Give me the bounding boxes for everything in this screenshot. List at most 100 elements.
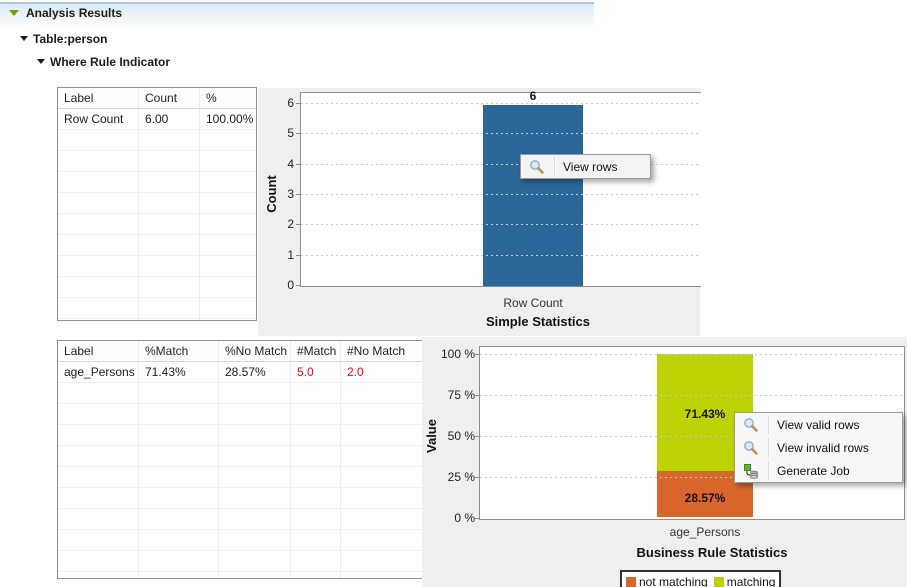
- table-empty-row: [58, 488, 423, 509]
- table-empty-row: [58, 298, 256, 319]
- column-header: %No Match: [219, 341, 291, 362]
- table-cell: [200, 214, 256, 235]
- table-cell: [341, 467, 423, 488]
- y-tick-mark: [296, 224, 300, 226]
- table-cell: [58, 277, 139, 298]
- table-empty-row: [58, 530, 423, 551]
- y-tick-mark: [296, 285, 300, 286]
- table-row[interactable]: Row Count 6.00 100.00%: [58, 109, 256, 130]
- table-cell: [291, 551, 341, 572]
- table-empty-row: [58, 509, 423, 530]
- table-cell: [341, 509, 423, 530]
- menu-item-generate-job[interactable]: Generate Job: [735, 459, 902, 482]
- menu-item-view-valid-rows[interactable]: View valid rows: [735, 413, 902, 436]
- table-row[interactable]: age_Persons 71.43% 28.57% 5.0 2.0: [58, 362, 423, 383]
- gridline: [480, 436, 904, 437]
- table-cell: [58, 172, 139, 193]
- table-empty-row: [58, 172, 256, 193]
- y-tick-mark: [296, 133, 300, 135]
- table-cell: [219, 467, 291, 488]
- gridline: [480, 477, 904, 478]
- menu-item-label: View valid rows: [777, 417, 860, 432]
- table-cell: [219, 509, 291, 530]
- table-empty-row: [58, 256, 256, 277]
- menu-separator: [554, 157, 556, 176]
- column-header: #No Match: [341, 341, 423, 362]
- gridline: [301, 224, 701, 226]
- table-cell: [139, 172, 200, 193]
- x-category-label: Row Count: [503, 296, 563, 310]
- tree-item-where-rule-indicator[interactable]: Where Rule Indicator: [50, 55, 171, 69]
- segment-label-not-matching: 28.57%: [684, 491, 726, 505]
- menu-item-view-invalid-rows[interactable]: View invalid rows: [735, 436, 902, 459]
- y-tick-label: 6: [287, 96, 294, 111]
- table-cell: [139, 256, 200, 277]
- table-header-row: Label Count%: [58, 88, 256, 109]
- generate-job-icon: [735, 463, 767, 479]
- magnifier-icon: [521, 159, 553, 175]
- gridline: [301, 103, 701, 105]
- menu-separator: [768, 415, 770, 434]
- table-cell: [200, 172, 256, 193]
- gridline: [480, 395, 904, 396]
- collapse-triangle-icon[interactable]: [37, 59, 45, 64]
- table-cell: [58, 298, 139, 319]
- table-cell: [219, 404, 291, 425]
- table-cell[interactable]: age_Persons: [58, 362, 139, 383]
- table-cell: [58, 214, 139, 235]
- collapse-triangle-icon[interactable]: [20, 36, 28, 41]
- y-tick-mark: [475, 477, 479, 478]
- analysis-results-title[interactable]: Analysis Results: [26, 6, 123, 20]
- y-tick-label: 100 %: [440, 347, 475, 361]
- chart-title: Simple Statistics: [485, 314, 591, 329]
- table-cell: [291, 509, 341, 530]
- tree-item-table-person[interactable]: Table:person: [33, 32, 108, 46]
- table-cell[interactable]: 28.57%: [219, 362, 291, 383]
- table-cell[interactable]: 100.00%: [200, 109, 256, 130]
- table-cell: [200, 193, 256, 214]
- section-header-band: [0, 2, 594, 27]
- y-tick-mark: [296, 103, 300, 105]
- y-tick-label: 25 %: [447, 470, 475, 484]
- y-tick-label: 50 %: [447, 429, 475, 443]
- table-cell[interactable]: 2.0: [341, 362, 423, 383]
- table-cell: [58, 446, 139, 467]
- y-tick-label: 4: [287, 156, 294, 171]
- table-cell: [139, 298, 200, 319]
- table-cell[interactable]: 6.00: [139, 109, 200, 130]
- table-cell[interactable]: Row Count: [58, 109, 139, 130]
- table-empty-row: [58, 214, 256, 235]
- table-cell: [219, 446, 291, 467]
- table-header-row: Label %Match %No Match #Match #No Match: [58, 341, 423, 362]
- table-cell: [200, 130, 256, 151]
- table-cell: [58, 193, 139, 214]
- table-cell: [139, 193, 200, 214]
- collapse-triangle-icon[interactable]: [9, 10, 19, 16]
- table-empty-row: [58, 151, 256, 172]
- table-cell: [58, 530, 139, 551]
- table-cell: [58, 572, 139, 578]
- y-tick-label: 0: [287, 278, 294, 292]
- gridline: [301, 254, 701, 256]
- menu-separator: [768, 461, 770, 480]
- simple-statistics-table: Label Count% Row Count 6.00 100.00%: [57, 87, 257, 321]
- table-cell: [341, 530, 423, 551]
- table-cell: [291, 404, 341, 425]
- column-header: Label: [58, 341, 139, 362]
- table-empty-row: [58, 277, 256, 298]
- table-cell: [58, 383, 139, 404]
- table-cell[interactable]: 71.43%: [139, 362, 219, 383]
- table-cell: [139, 214, 200, 235]
- bar-row-count[interactable]: [483, 105, 583, 286]
- legend-swatch-not-matching: [626, 577, 636, 587]
- legend-label-matching: matching: [726, 575, 776, 587]
- column-header: %Match: [139, 341, 219, 362]
- table-cell[interactable]: 5.0: [291, 362, 341, 383]
- table-cell: [139, 383, 219, 404]
- table-cell: [219, 488, 291, 509]
- menu-item-view-rows[interactable]: View rows: [521, 155, 650, 178]
- x-category-label: age_Persons: [669, 525, 741, 539]
- y-tick-label: 75 %: [447, 388, 475, 402]
- table-cell: [58, 509, 139, 530]
